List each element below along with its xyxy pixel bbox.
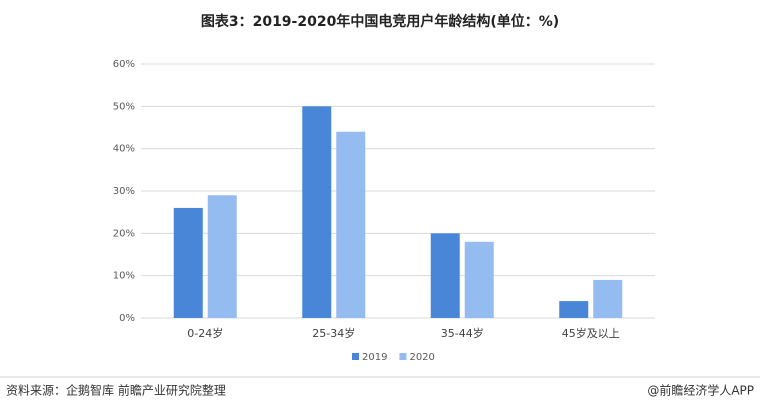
bar	[464, 241, 494, 318]
bar	[430, 233, 460, 318]
legend-swatch	[399, 353, 407, 360]
y-tick-label: 0%	[119, 313, 135, 324]
source-note: 资料来源：企鹅智库 前瞻产业研究院整理	[6, 383, 226, 398]
bar	[559, 301, 589, 318]
chart-title: 图表3：2019-2020年中国电竞用户年龄结构(单位：%)	[201, 13, 559, 30]
y-tick-label: 10%	[113, 271, 135, 282]
bar	[302, 106, 332, 318]
legend-label: 2020	[409, 352, 434, 363]
y-tick-label: 50%	[113, 101, 135, 112]
x-tick-label: 45岁及以上	[562, 326, 620, 340]
bar	[207, 195, 237, 318]
legend-swatch	[352, 353, 359, 360]
y-tick-label: 20%	[113, 228, 135, 239]
credit: @前瞻经济学人APP	[647, 383, 754, 398]
y-tick-label: 40%	[113, 144, 135, 155]
bar	[593, 279, 623, 318]
y-tick-label: 30%	[113, 186, 135, 197]
bar	[336, 131, 366, 318]
y-tick-label: 60%	[113, 59, 135, 70]
legend-label: 2019	[362, 352, 387, 363]
x-tick-label: 25-34岁	[312, 326, 355, 340]
x-tick-label: 35-44岁	[441, 326, 484, 340]
bar	[173, 207, 203, 318]
x-tick-label: 0-24岁	[187, 326, 223, 340]
